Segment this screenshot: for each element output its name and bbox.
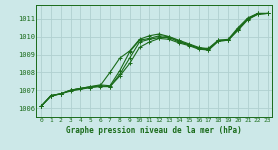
X-axis label: Graphe pression niveau de la mer (hPa): Graphe pression niveau de la mer (hPa) <box>66 126 242 135</box>
